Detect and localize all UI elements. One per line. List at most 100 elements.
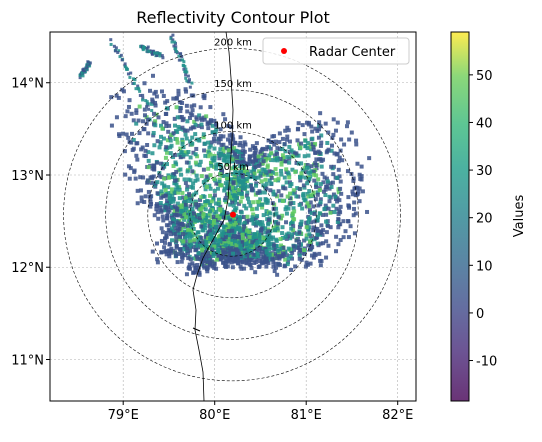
echo-cell (172, 116, 177, 121)
echo-cell (194, 173, 199, 178)
echo-cell (193, 265, 198, 270)
echo-cell (272, 243, 277, 248)
echo-cell (154, 94, 159, 99)
echo-cell (328, 210, 333, 215)
echo-cell (275, 226, 280, 231)
echo-cell (288, 201, 293, 206)
echo-cell (321, 241, 326, 246)
echo-cell (212, 146, 217, 151)
echo-cell (300, 168, 305, 173)
echo-cell (219, 232, 224, 237)
echo-cell (193, 248, 198, 253)
echo-cell (221, 134, 226, 139)
echo-cell (151, 111, 156, 116)
y-axis-ticks: 11°N 12°N 13°N 14°N (11, 77, 50, 368)
echo-cell (299, 171, 304, 176)
echo-cell (173, 187, 178, 192)
echo-cell (155, 260, 160, 265)
echo-cell (236, 225, 241, 230)
echo-cell (195, 154, 200, 159)
echo-cell (257, 169, 262, 174)
echo-cell (182, 217, 187, 222)
echo-cell (308, 144, 313, 149)
echo-cell (252, 234, 257, 239)
echo-cell (326, 206, 331, 211)
echo-cell (315, 232, 320, 237)
echo-cell (304, 233, 309, 238)
echo-cell (277, 256, 282, 261)
echo-cell (285, 262, 290, 267)
echo-cell (254, 181, 259, 186)
echo-cell (133, 78, 137, 82)
echo-cell (198, 159, 203, 164)
echo-cell (208, 118, 213, 123)
echo-cell (315, 190, 320, 195)
echo-cell (141, 93, 145, 97)
echo-cell (316, 214, 321, 219)
echo-cell (205, 264, 210, 269)
echo-cell (319, 223, 324, 228)
echo-cell (181, 116, 186, 121)
echo-cell (151, 130, 156, 135)
echo-cell (145, 143, 150, 148)
echo-cell (229, 246, 234, 251)
echo-cell (254, 206, 259, 211)
echo-cell (185, 79, 189, 83)
echo-cell (206, 257, 211, 262)
echo-cell (150, 151, 155, 156)
echo-cell (306, 153, 311, 158)
echo-cell (223, 235, 228, 240)
echo-cell (218, 153, 223, 158)
echo-cell (206, 140, 211, 145)
echo-cell (206, 199, 211, 204)
echo-cell (331, 203, 336, 208)
echo-cell (273, 228, 278, 233)
echo-cell (186, 199, 191, 204)
echo-cell (251, 221, 256, 226)
echo-cell (210, 130, 215, 135)
echo-cell (265, 198, 270, 203)
echo-cell (168, 151, 173, 156)
echo-cell (250, 258, 255, 263)
echo-cell (256, 163, 261, 168)
echo-cell (306, 243, 311, 248)
echo-cell (203, 207, 208, 212)
echo-cell (177, 54, 181, 58)
echo-cell (275, 151, 280, 156)
echo-cell (189, 199, 194, 204)
legend-marker (281, 48, 287, 54)
echo-cell (163, 193, 168, 198)
echo-cell (152, 143, 157, 148)
echo-cell (311, 225, 316, 230)
echo-cell (196, 123, 201, 128)
echo-cell (310, 245, 315, 250)
echo-cell (302, 198, 307, 203)
echo-cell (141, 98, 145, 102)
echo-cell (200, 219, 205, 224)
echo-cell (307, 208, 312, 213)
echo-cell (192, 237, 197, 242)
echo-cell (251, 212, 256, 217)
echo-cell (177, 58, 181, 62)
echo-cell (335, 175, 340, 180)
echo-cell (153, 100, 158, 105)
echo-cell (305, 163, 310, 168)
echo-cell (290, 191, 295, 196)
echo-cell (206, 254, 211, 259)
echo-cell (80, 70, 84, 74)
echo-cell (226, 124, 231, 129)
echo-cell (200, 240, 205, 245)
echo-cell (236, 171, 241, 176)
echo-cell (237, 216, 242, 221)
echo-cell (196, 237, 201, 242)
echo-cell (218, 208, 223, 213)
echo-cell (312, 172, 317, 177)
echo-cell (185, 246, 190, 251)
echo-cell (272, 142, 277, 147)
echo-cell (357, 186, 362, 191)
echo-cell (160, 166, 165, 171)
echo-cell (172, 153, 177, 158)
colorbar: -10 0 10 20 30 40 50 Values (450, 31, 527, 402)
echo-cell (270, 134, 275, 139)
echo-cell (338, 204, 343, 209)
